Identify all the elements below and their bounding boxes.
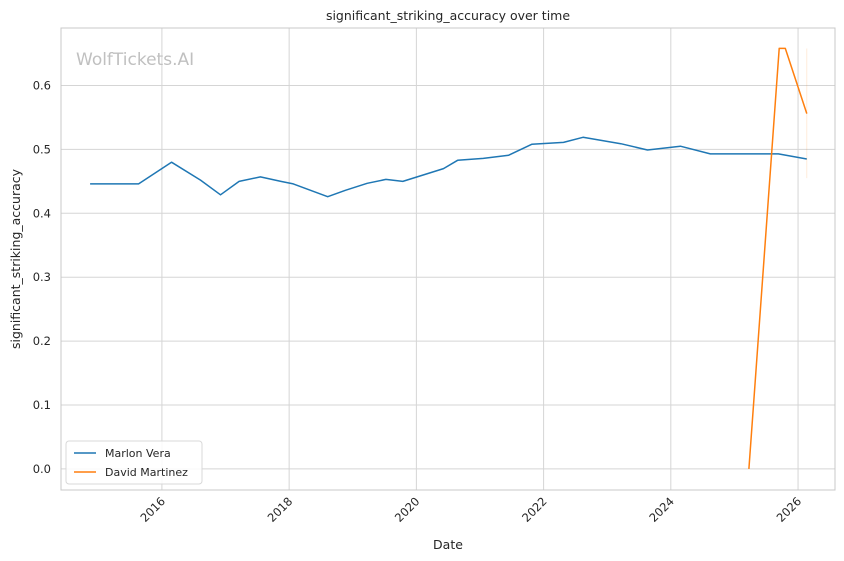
x-tick-label: 2022 — [519, 494, 550, 525]
y-axis-label: significant_striking_accuracy — [8, 168, 23, 349]
y-tick-label: 0.1 — [33, 398, 51, 412]
watermark: WolfTickets.AI — [76, 50, 194, 70]
y-tick-label: 0.6 — [33, 79, 51, 93]
legend-box — [65, 440, 203, 485]
y-tick-label: 0.3 — [33, 270, 51, 284]
plot-frame — [60, 27, 836, 491]
series-line-2 — [748, 47, 808, 469]
grid — [61, 28, 835, 490]
series-layer — [90, 47, 808, 469]
x-tick-label: 2018 — [265, 494, 296, 525]
y-tick-label: 0.4 — [33, 206, 51, 220]
y-tick-label: 0.5 — [33, 142, 51, 156]
legend-label-2: David Martinez — [105, 466, 188, 479]
x-tick-label: 2024 — [646, 494, 677, 525]
x-tick-label: 2016 — [137, 494, 168, 525]
legend-label-1: Marlon Vera — [105, 447, 171, 460]
legend: Marlon Vera David Martinez — [65, 440, 203, 485]
y-tick-label: 0.2 — [33, 334, 51, 348]
x-tick-label: 2026 — [774, 494, 805, 525]
series-line-1 — [90, 136, 807, 198]
y-tick-label: 0.0 — [33, 462, 51, 476]
x-axis-label: Date — [433, 537, 463, 552]
x-tick-label: 2020 — [392, 494, 423, 525]
chart-title: significant_striking_accuracy over time — [326, 8, 570, 23]
